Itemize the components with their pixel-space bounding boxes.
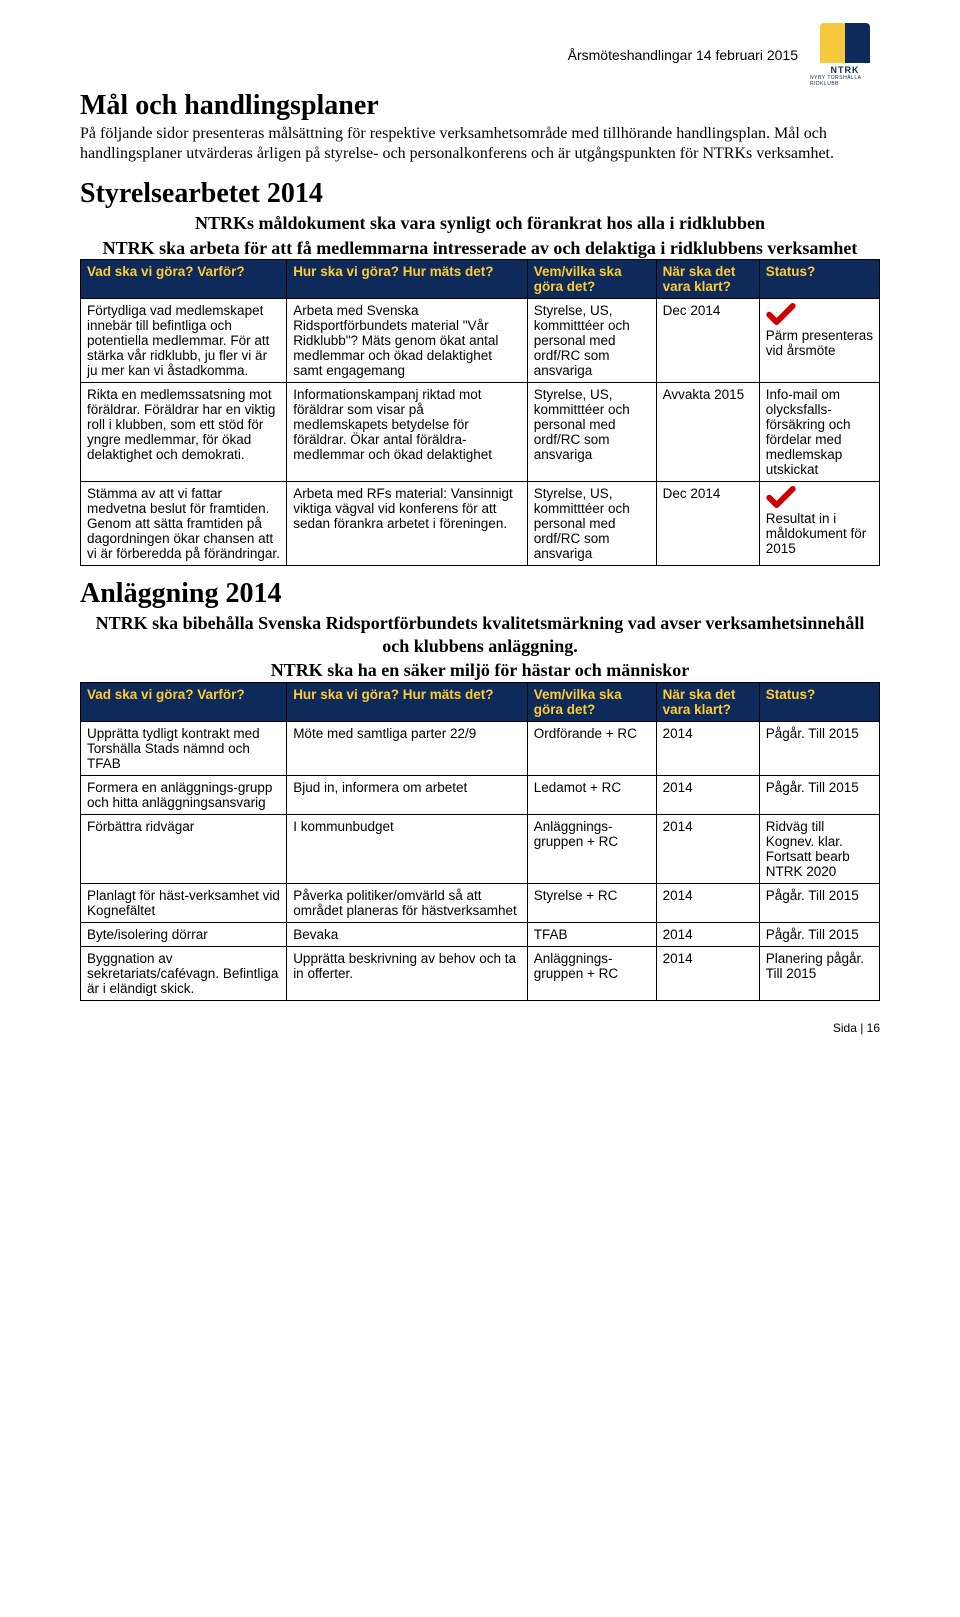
table-row: Rikta en medlemssatsning mot föräldrar. … xyxy=(81,383,880,482)
page-footer: Sida | 16 xyxy=(80,1021,880,1035)
cell-who: TFAB xyxy=(527,922,656,946)
cell-status: Pågår. Till 2015 xyxy=(759,721,879,775)
col-who: Vem/vilka ska göra det? xyxy=(527,682,656,721)
cell-who: Styrelse, US, kommitttéer och personal m… xyxy=(527,299,656,383)
table-row: Upprätta tydligt kontrakt med Torshälla … xyxy=(81,721,880,775)
cell-status: Resultat in i måldokument för 2015 xyxy=(759,482,879,566)
cell-how: Upprätta beskrivning av behov och ta in … xyxy=(287,946,528,1000)
cell-status: Pågår. Till 2015 xyxy=(759,922,879,946)
cell-what: Byte/isolering dörrar xyxy=(81,922,287,946)
col-what: Vad ska vi göra? Varför? xyxy=(81,682,287,721)
col-how: Hur ska vi göra? Hur mäts det? xyxy=(287,260,528,299)
table-row: Förtydliga vad medlemskapet innebär till… xyxy=(81,299,880,383)
col-status: Status? xyxy=(759,682,879,721)
cell-when: Dec 2014 xyxy=(656,299,759,383)
cell-what: Planlagt för häst-verksamhet vid Kognefä… xyxy=(81,883,287,922)
cell-when: Avvakta 2015 xyxy=(656,383,759,482)
checkmark-icon xyxy=(766,303,796,325)
cell-who: Ordförande + RC xyxy=(527,721,656,775)
cell-how: Möte med samtliga parter 22/9 xyxy=(287,721,528,775)
col-when: När ska det vara klart? xyxy=(656,682,759,721)
section1-title: Styrelsearbetet 2014 xyxy=(80,178,880,210)
section2-sub1: NTRK ska bibehålla Svenska Ridsportförbu… xyxy=(80,612,880,657)
intro-text: På följande sidor presenteras målsättnin… xyxy=(80,124,880,164)
cell-what: Formera en anläggnings-grupp och hitta a… xyxy=(81,775,287,814)
checkmark-icon xyxy=(766,486,796,508)
col-status: Status? xyxy=(759,260,879,299)
table-header-row: Vad ska vi göra? Varför? Hur ska vi göra… xyxy=(81,682,880,721)
section1-sub2: NTRK ska arbeta för att få medlemmarna i… xyxy=(80,237,880,260)
cell-who: Ledamot + RC xyxy=(527,775,656,814)
cell-status: Pågår. Till 2015 xyxy=(759,883,879,922)
table-row: Formera en anläggnings-grupp och hitta a… xyxy=(81,775,880,814)
col-how: Hur ska vi göra? Hur mäts det? xyxy=(287,682,528,721)
cell-what: Byggnation av sekretariats/cafévagn. Bef… xyxy=(81,946,287,1000)
table-row: Byggnation av sekretariats/cafévagn. Bef… xyxy=(81,946,880,1000)
col-when: När ska det vara klart? xyxy=(656,260,759,299)
section1-sub1: NTRKs måldokument ska vara synligt och f… xyxy=(80,212,880,235)
cell-how: Arbeta med Svenska Ridsportförbundets ma… xyxy=(287,299,528,383)
logo-subtext: NYBY TORSHÄLLA RIDKLUBB xyxy=(810,75,880,87)
table-row: Stämma av att vi fattar medvetna beslut … xyxy=(81,482,880,566)
ntrk-logo: NTRK NYBY TORSHÄLLA RIDKLUBB xyxy=(810,20,880,90)
cell-what: Förtydliga vad medlemskapet innebär till… xyxy=(81,299,287,383)
cell-how: Påverka politiker/omvärld så att området… xyxy=(287,883,528,922)
cell-status: Info-mail om olycksfalls-försäkring och … xyxy=(759,383,879,482)
table-anlaggning: Vad ska vi göra? Varför? Hur ska vi göra… xyxy=(80,682,880,1001)
cell-who: Anläggnings-gruppen + RC xyxy=(527,814,656,883)
col-what: Vad ska vi göra? Varför? xyxy=(81,260,287,299)
cell-what: Upprätta tydligt kontrakt med Torshälla … xyxy=(81,721,287,775)
cell-when: 2014 xyxy=(656,922,759,946)
cell-how: Bevaka xyxy=(287,922,528,946)
table-row: Förbättra ridvägarI kommunbudgetAnläggni… xyxy=(81,814,880,883)
cell-when: 2014 xyxy=(656,721,759,775)
section2-sub2: NTRK ska ha en säker miljö för hästar oc… xyxy=(80,659,880,682)
cell-what: Förbättra ridvägar xyxy=(81,814,287,883)
page-header: Årsmöteshandlingar 14 februari 2015 NTRK… xyxy=(568,20,880,90)
cell-who: Styrelse, US, kommitttéer och personal m… xyxy=(527,383,656,482)
table-row: Byte/isolering dörrarBevakaTFAB2014Pågår… xyxy=(81,922,880,946)
cell-status: Ridväg till Kognev. klar. Fortsatt bearb… xyxy=(759,814,879,883)
cell-who: Styrelse + RC xyxy=(527,883,656,922)
cell-when: 2014 xyxy=(656,883,759,922)
logo-letters: NTRK xyxy=(831,63,860,75)
table-styrelsearbetet: Vad ska vi göra? Varför? Hur ska vi göra… xyxy=(80,259,880,566)
table-header-row: Vad ska vi göra? Varför? Hur ska vi göra… xyxy=(81,260,880,299)
cell-status: Pågår. Till 2015 xyxy=(759,775,879,814)
cell-when: 2014 xyxy=(656,814,759,883)
cell-how: Bjud in, informera om arbetet xyxy=(287,775,528,814)
page-title: Mål och handlingsplaner xyxy=(80,90,880,122)
cell-when: 2014 xyxy=(656,946,759,1000)
cell-who: Anläggnings-gruppen + RC xyxy=(527,946,656,1000)
col-who: Vem/vilka ska göra det? xyxy=(527,260,656,299)
cell-how: Arbeta med RFs material: Vansinnigt vikt… xyxy=(287,482,528,566)
doc-title: Årsmöteshandlingar 14 februari 2015 xyxy=(568,47,798,63)
cell-how: I kommunbudget xyxy=(287,814,528,883)
cell-status: Planering pågår. Till 2015 xyxy=(759,946,879,1000)
cell-when: Dec 2014 xyxy=(656,482,759,566)
section2-title: Anläggning 2014 xyxy=(80,578,880,610)
cell-what: Rikta en medlemssatsning mot föräldrar. … xyxy=(81,383,287,482)
cell-how: Informationskampanj riktad mot föräldrar… xyxy=(287,383,528,482)
cell-who: Styrelse, US, kommitttéer och personal m… xyxy=(527,482,656,566)
cell-what: Stämma av att vi fattar medvetna beslut … xyxy=(81,482,287,566)
cell-status: Pärm presenteras vid årsmöte xyxy=(759,299,879,383)
table-row: Planlagt för häst-verksamhet vid Kognefä… xyxy=(81,883,880,922)
cell-when: 2014 xyxy=(656,775,759,814)
